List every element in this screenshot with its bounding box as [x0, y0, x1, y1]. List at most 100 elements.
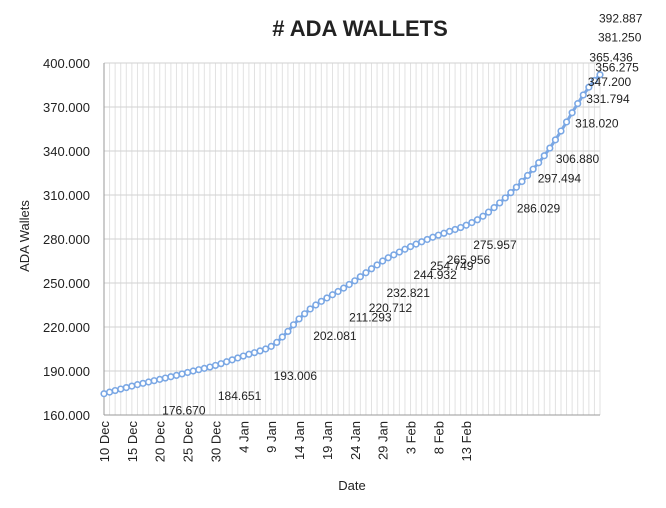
grid	[103, 62, 601, 416]
data-label: 381.250	[598, 31, 642, 45]
y-tick-label: 190.000	[43, 364, 90, 379]
data-point	[239, 352, 247, 360]
data-point	[356, 273, 364, 281]
data-point	[183, 368, 192, 377]
data-point	[551, 136, 560, 144]
data-point	[512, 183, 521, 191]
data-point	[317, 297, 325, 305]
x-tick-label: 25 Dec	[181, 421, 196, 463]
x-tick-label: 15 Dec	[125, 421, 140, 463]
data-point	[518, 177, 526, 186]
data-point	[473, 216, 481, 224]
data-point	[334, 287, 342, 296]
data-point	[345, 280, 353, 289]
data-point	[529, 165, 537, 173]
data-point	[418, 238, 426, 246]
data-label: 318.020	[575, 117, 619, 131]
data-point	[406, 243, 415, 251]
data-point	[122, 383, 130, 392]
data-point	[351, 277, 359, 285]
data-point	[590, 76, 599, 85]
data-point	[451, 225, 459, 234]
data-point	[228, 356, 236, 364]
data-point	[579, 91, 587, 99]
data-point	[100, 390, 108, 398]
data-point	[172, 371, 181, 380]
data-point	[105, 388, 114, 396]
x-tick-label: 9 Jan	[264, 421, 279, 453]
data-point	[429, 233, 437, 241]
data-point	[250, 349, 259, 357]
data-point	[245, 350, 253, 358]
series-line	[100, 71, 604, 398]
data-label: 297.494	[538, 172, 582, 186]
data-point	[462, 221, 470, 229]
x-tick-label: 10 Dec	[97, 421, 112, 463]
data-point	[206, 363, 214, 371]
x-tick-label: 29 Jan	[376, 421, 391, 460]
data-point	[457, 223, 465, 232]
data-point	[262, 345, 270, 353]
y-tick-label: 250.000	[43, 276, 90, 291]
data-point	[479, 212, 487, 220]
data-point	[535, 159, 543, 167]
data-point	[301, 310, 309, 318]
data-point	[328, 291, 337, 299]
data-label: 232.821	[387, 286, 431, 300]
x-tick-label: 19 Jan	[320, 421, 335, 460]
data-point	[161, 374, 169, 382]
y-tick-label: 400.000	[43, 56, 90, 71]
data-point	[234, 354, 242, 362]
data-point	[546, 144, 554, 152]
data-point	[423, 235, 431, 244]
data-label: 331.794	[586, 92, 630, 106]
data-label: 347.200	[588, 75, 632, 89]
data-point	[440, 229, 448, 237]
y-tick-label: 220.000	[43, 320, 90, 335]
y-tick-label: 280.000	[43, 232, 90, 247]
data-label: 193.006	[274, 369, 318, 383]
x-tick-label: 3 Feb	[404, 421, 419, 454]
data-point	[223, 358, 231, 366]
data-point	[557, 127, 565, 135]
data-point	[340, 284, 348, 292]
x-tick-label: 20 Dec	[153, 421, 168, 463]
data-point	[501, 194, 509, 202]
data-point	[362, 269, 370, 277]
data-point	[189, 367, 197, 375]
chart-title: # ADA WALLETS	[272, 16, 448, 41]
data-point	[128, 382, 136, 390]
data-point	[562, 118, 571, 126]
data-point	[484, 208, 493, 216]
data-label: 211.293	[349, 311, 392, 325]
data-point	[379, 257, 387, 265]
y-tick-label: 160.000	[43, 408, 90, 423]
data-point	[150, 377, 158, 385]
x-tick-label: 4 Jan	[236, 421, 251, 453]
data-label: 286.029	[517, 202, 561, 216]
data-point	[195, 366, 203, 374]
y-tick-label: 340.000	[43, 144, 90, 159]
x-tick-label: 30 Dec	[208, 421, 223, 463]
data-point	[395, 248, 403, 256]
x-tick-label: 13 Feb	[459, 421, 474, 461]
data-point	[256, 347, 264, 355]
x-tick-labels: 10 Dec 15 Dec 20 Dec 25 Dec 30 Dec 4 Jan 9 Jan…	[97, 421, 474, 463]
data-point	[367, 265, 376, 273]
data-label: 306.880	[556, 152, 600, 166]
data-label: 202.081	[313, 329, 357, 343]
data-point	[523, 171, 532, 180]
x-tick-label: 14 Jan	[292, 421, 307, 460]
data-label: 176.670	[162, 404, 206, 418]
data-point	[156, 375, 164, 383]
data-point	[540, 152, 548, 160]
data-point	[217, 360, 225, 368]
data-point	[117, 385, 125, 393]
data-point	[323, 294, 331, 302]
data-point	[401, 245, 409, 253]
data-label: 254.749	[430, 259, 474, 273]
data-point	[200, 364, 208, 372]
data-point	[289, 321, 298, 329]
data-point	[568, 109, 576, 117]
series-path	[103, 73, 602, 396]
